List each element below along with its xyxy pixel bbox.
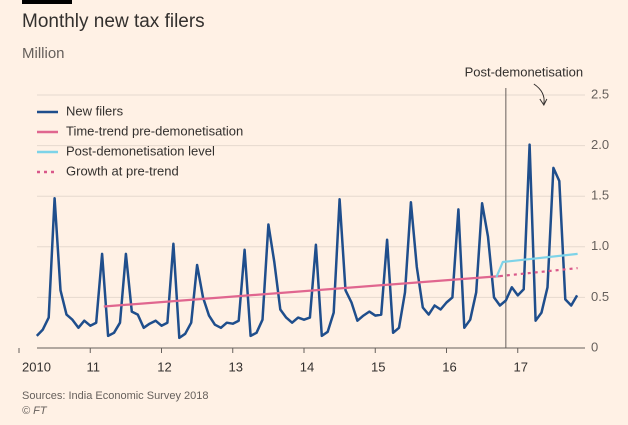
legend-label: Post-demonetisation level xyxy=(66,143,215,158)
y-tick-label: 0 xyxy=(591,339,598,354)
x-tick-label: 13 xyxy=(229,359,243,374)
x-tick-label: 14 xyxy=(300,359,314,374)
annotation-arrowhead xyxy=(539,98,548,106)
source: Sources: India Economic Survey 2018 xyxy=(22,390,209,402)
x-tick-label: 15 xyxy=(371,359,385,374)
chart-title: Monthly new tax filers xyxy=(22,11,205,32)
series-line xyxy=(495,252,578,278)
annotation-arrow xyxy=(533,83,545,105)
y-tick-label: 1.5 xyxy=(591,188,609,203)
series-line xyxy=(499,267,578,278)
x-tick-label: 2010 xyxy=(22,359,51,374)
y-tick-label: 2.5 xyxy=(591,86,609,101)
legend-label: Time-trend pre-demonetisation xyxy=(66,123,243,138)
legend-label: Growth at pre-trend xyxy=(66,163,179,178)
legend-label: New filers xyxy=(66,103,124,118)
x-tick-label: 17 xyxy=(514,359,528,374)
chart-subtitle: Million xyxy=(22,45,65,62)
series-line xyxy=(103,275,500,308)
x-tick-label: 16 xyxy=(442,359,456,374)
y-tick-label: 1.0 xyxy=(591,238,609,253)
credit: © FT xyxy=(22,405,48,417)
title-bar xyxy=(22,0,72,4)
x-tick-label: 11 xyxy=(87,359,101,374)
y-tick-label: 2.0 xyxy=(591,137,609,152)
y-tick-label: 0.5 xyxy=(591,289,609,304)
x-tick-label: 12 xyxy=(157,359,171,374)
series-line xyxy=(35,143,579,340)
annotation-text: Post-demonetisation xyxy=(465,64,584,79)
